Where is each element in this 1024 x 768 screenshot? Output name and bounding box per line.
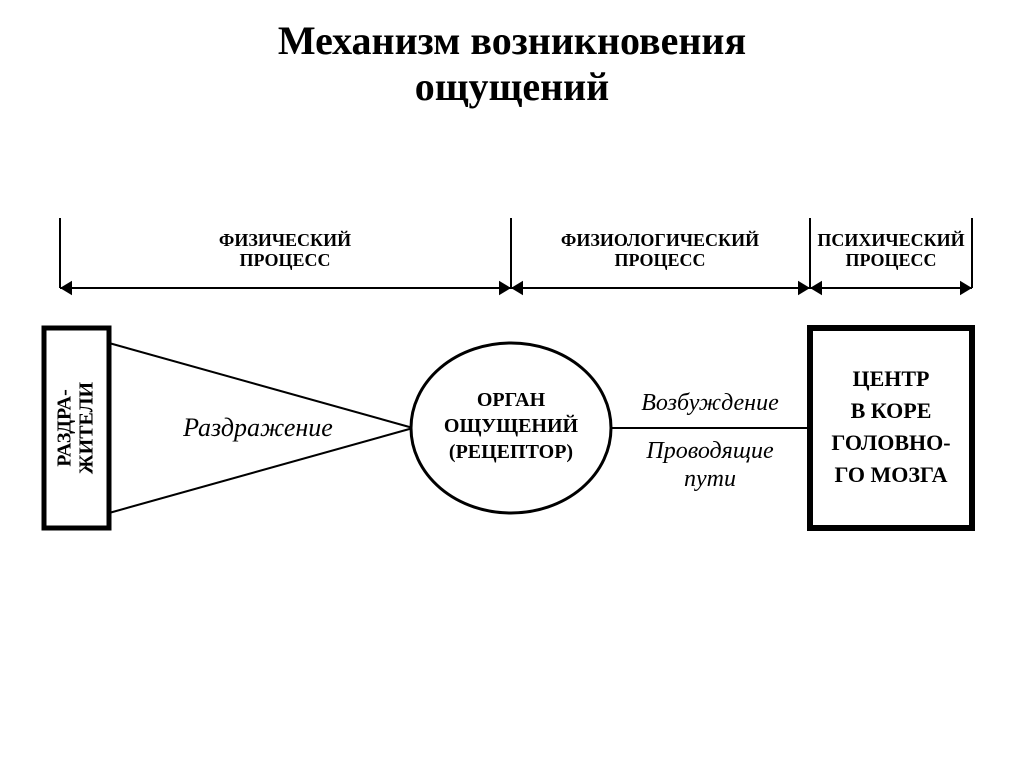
- title-line-2: ощущений: [0, 64, 1024, 110]
- process-bar: ФИЗИЧЕСКИЙПРОЦЕССФИЗИОЛОГИЧЕСКИЙПРОЦЕССП…: [60, 218, 972, 295]
- svg-text:пути: пути: [684, 466, 736, 492]
- svg-text:Возбуждение: Возбуждение: [641, 390, 779, 416]
- mechanism-diagram: ФИЗИЧЕСКИЙПРОЦЕССФИЗИОЛОГИЧЕСКИЙПРОЦЕССП…: [0, 148, 1024, 768]
- svg-text:ГОЛОВНО-: ГОЛОВНО-: [831, 430, 950, 455]
- svg-text:ГО МОЗГА: ГО МОЗГА: [834, 462, 947, 487]
- svg-text:Проводящие: Проводящие: [645, 438, 774, 464]
- svg-text:ЖИТЕЛИ: ЖИТЕЛИ: [76, 381, 98, 474]
- svg-text:Раздражение: Раздражение: [182, 413, 333, 442]
- svg-text:ПРОЦЕСС: ПРОЦЕСС: [846, 250, 937, 270]
- svg-text:ФИЗИЧЕСКИЙ: ФИЗИЧЕСКИЙ: [219, 229, 351, 250]
- svg-text:ПРОЦЕСС: ПРОЦЕСС: [615, 250, 706, 270]
- svg-text:ПСИХИЧЕСКИЙ: ПСИХИЧЕСКИЙ: [817, 229, 964, 250]
- svg-text:РАЗДРА-: РАЗДРА-: [54, 389, 76, 466]
- svg-text:ФИЗИОЛОГИЧЕСКИЙ: ФИЗИОЛОГИЧЕСКИЙ: [561, 229, 759, 250]
- page-title: Механизм возникновения ощущений: [0, 0, 1024, 110]
- svg-text:ПРОЦЕСС: ПРОЦЕСС: [240, 250, 331, 270]
- svg-text:(РЕЦЕПТОР): (РЕЦЕПТОР): [449, 441, 573, 463]
- svg-text:ЦЕНТР: ЦЕНТР: [852, 366, 929, 391]
- svg-text:ОРГАН: ОРГАН: [477, 389, 546, 411]
- svg-text:ОЩУЩЕНИЙ: ОЩУЩЕНИЙ: [444, 414, 579, 437]
- title-line-1: Механизм возникновения: [0, 18, 1024, 64]
- svg-text:В КОРЕ: В КОРЕ: [851, 398, 932, 423]
